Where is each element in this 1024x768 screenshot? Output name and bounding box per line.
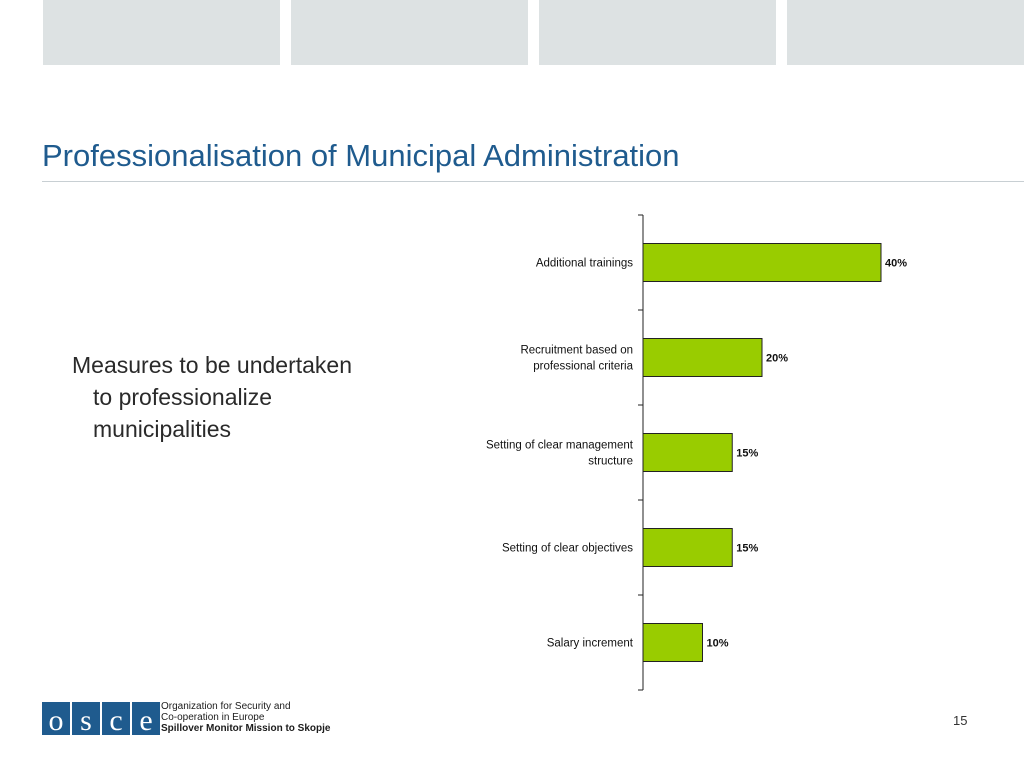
- org-line-1: Organization for Security and: [161, 701, 291, 712]
- bullet-text: Measures to be undertaken to professiona…: [72, 352, 353, 442]
- bar: [642, 528, 733, 567]
- bar: [642, 338, 763, 377]
- osce-logo: o s c e: [42, 702, 160, 735]
- category-label: Recruitment based on professional criteri…: [520, 345, 633, 373]
- category-label: Salary increment: [547, 638, 634, 650]
- svg-text:s: s: [80, 704, 92, 735]
- data-label: 10%: [707, 638, 729, 650]
- org-line-3: Spillover Monitor Mission to Skopje: [161, 723, 331, 734]
- bar: [642, 243, 882, 282]
- category-label: Setting of clear objectives: [502, 543, 633, 555]
- bar-chart: 40% Additional trainings 20% Recruitment ba…: [486, 214, 907, 691]
- svg-text:e: e: [139, 704, 152, 735]
- svg-text:o: o: [49, 704, 64, 735]
- header-block-1: [43, 0, 280, 65]
- svg-text:c: c: [109, 704, 122, 735]
- bar: [642, 433, 733, 472]
- title-divider: [42, 181, 1024, 182]
- category-label: Additional trainings: [536, 258, 633, 270]
- header-block-3: [539, 0, 776, 65]
- data-label: 20%: [766, 353, 788, 365]
- org-line-2: Co-operation in Europe: [161, 712, 265, 723]
- data-label: 15%: [736, 448, 758, 460]
- page-title: Professionalisation of Municipal Adminis…: [42, 138, 680, 173]
- organization-name: Organization for Security and Co-operati…: [161, 701, 330, 734]
- data-label: 15%: [736, 543, 758, 555]
- header-block-4: [787, 0, 1024, 65]
- data-label: 40%: [885, 258, 907, 270]
- header-block-2: [291, 0, 528, 65]
- page-number: 15: [953, 713, 968, 728]
- category-label: Setting of clear management structure: [486, 440, 634, 468]
- bar: [642, 623, 703, 662]
